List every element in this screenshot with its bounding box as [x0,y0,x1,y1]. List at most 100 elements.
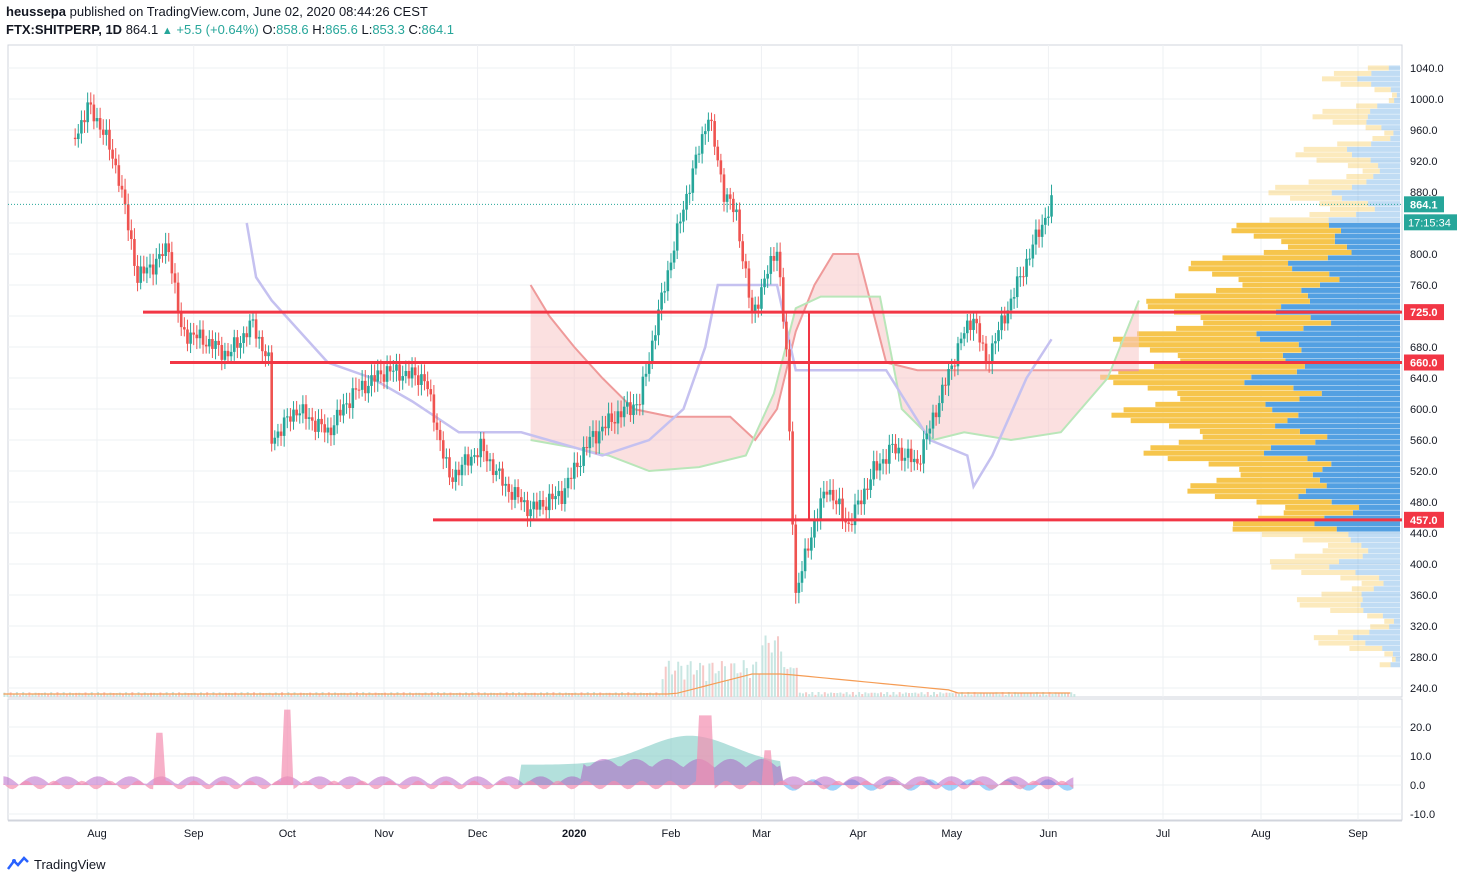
candle-body [507,483,511,492]
volume-bar [533,692,536,697]
last-price: 864.1 [125,22,159,37]
osc-blue-area [3,779,1074,791]
vp-bar-down [1338,559,1400,565]
candle-body [894,443,897,454]
volume-bar [256,693,259,697]
volume-bar [452,693,455,697]
vp-bar-down [1351,249,1400,255]
x-tick-label: Nov [374,828,394,840]
volume-bar [1054,692,1057,697]
volume-bar [100,694,103,697]
candle-body [881,459,885,464]
candle-body [707,119,710,132]
candle-body [189,332,192,344]
vp-bar-up [1285,504,1360,510]
volume-bar [842,693,845,697]
candle-body [760,287,763,309]
volume-bar [1001,692,1004,697]
y-tick-label: 440.0 [1410,528,1438,540]
volume-bar [923,694,926,697]
vp-bar-down [1395,656,1400,662]
vp-bar-up [1187,488,1306,494]
vp-bar-up [1356,103,1378,109]
vp-bar-down [1265,401,1400,407]
volume-bar [664,666,667,697]
symbol-name[interactable]: FTX:SHITPERP, 1D [6,22,123,37]
vp-bar-up [1329,206,1375,212]
candle-body [1022,276,1025,278]
volume-bar [549,694,552,697]
candle-body [120,185,124,190]
volume-bar [961,692,964,697]
volume-bar [817,692,820,697]
volume-bar [642,693,645,697]
candle-body [385,366,389,382]
volume-bar [228,692,231,697]
volume-bar [892,692,895,697]
volume-bar [758,674,761,697]
high-label: H: [312,22,326,37]
candle-body [1000,315,1003,331]
vp-bar-down [1360,602,1400,608]
candle-body [888,444,891,464]
vp-bar-down [1362,553,1400,559]
vp-bar-up [1200,315,1311,321]
candle-body [460,464,464,476]
candle-body [819,498,822,520]
vp-bar-up [1240,472,1313,478]
vp-bar-down [1392,651,1400,657]
candle-body [666,270,670,292]
vp-bar-up [1169,423,1276,429]
volume-bar [614,692,617,697]
vp-bar-down [1393,618,1400,624]
candle-body [373,375,376,382]
candle-body [700,134,704,154]
volume-bar [496,693,499,697]
volume-bar [393,694,396,697]
vp-bar-down [1327,434,1400,440]
volume-bar [461,693,464,697]
vp-bar-up [1340,575,1380,581]
vp-bar-up [1238,277,1340,283]
osc-y-tick-label: 0.0 [1410,780,1425,792]
y-tick-label: 640.0 [1410,373,1438,385]
volume-bar [1042,692,1045,697]
volume-bar [932,692,935,697]
vp-bar-down [1275,423,1400,429]
vp-bar-up [1321,76,1358,82]
volume-bar [1057,693,1060,697]
volume-bar [440,694,443,697]
candle-body [176,282,180,313]
volume-bar [193,692,196,697]
candle-body [613,422,617,424]
candle-body [89,102,93,105]
candle-body [226,350,230,357]
vp-bar-down [1312,472,1400,478]
publisher-name[interactable]: heussepa [6,4,66,19]
candle-body [897,447,900,454]
vp-bar-down [1370,108,1400,114]
vp-bar-up [1337,141,1372,147]
candle-body [969,320,972,330]
candle-body [232,337,236,352]
volume-bar [84,692,87,697]
volume-bar [343,692,346,697]
vp-bar-up [1242,282,1320,288]
volume-bar [577,693,580,697]
volume-bar [468,694,471,697]
candle-body [922,439,925,464]
volume-bar [109,692,112,697]
volume-bar [502,693,505,697]
vp-bar-up [1365,125,1382,131]
vp-bar-up [1301,570,1356,576]
volume-bar [493,692,496,697]
candle-body [326,427,330,433]
level-label-bg [1404,354,1444,371]
tradingview-footer[interactable]: TradingView [6,855,106,873]
vp-bar-up [1256,499,1332,505]
volume-bar [602,693,605,697]
candle-body [975,318,978,324]
vp-bar-up [1263,249,1352,255]
oscillator-pane-frame [7,698,1403,821]
